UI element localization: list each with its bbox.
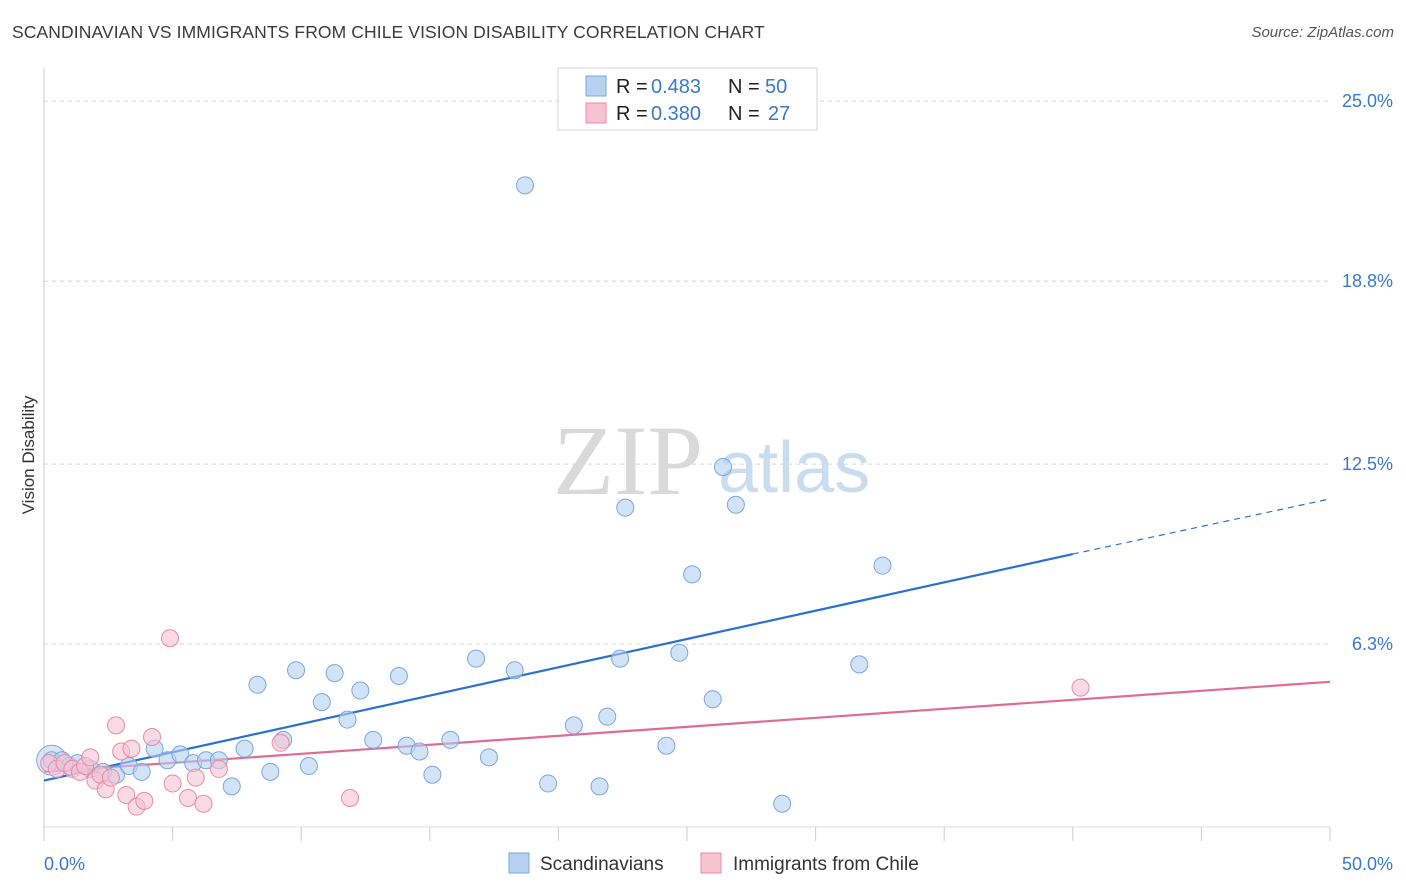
legend-box: R = 0.483 N = 50 R = 0.380 N = 27 [557,67,818,131]
y-tick-label-1: 12.5% [1342,454,1393,474]
trend-line-scandinavians [43,552,1074,782]
x-tick-label-0: 0.0% [44,854,85,874]
point-scandinavians-42 [657,736,676,755]
point-chile-13 [117,786,136,805]
point-scandinavians-32 [467,649,486,668]
chart-source: Source: ZipAtlas.com [1251,24,1394,41]
watermark-atlas: atlas [718,428,870,508]
point-scandinavians-29 [410,742,429,761]
bottom-legend: Scandinavians Immigrants from Chile [508,852,919,875]
y-axis-label: Vision Disability [19,395,38,514]
legend-swatch-pink [585,102,607,124]
point-chile-20 [179,788,198,807]
point-scandinavians-15 [222,777,241,796]
point-scandinavians-27 [389,667,408,686]
point-scandinavians-31 [441,730,460,749]
point-chile-11 [107,716,126,735]
point-chile-16 [135,791,154,810]
bottom-legend-label-scandinavians: Scandinavians [540,854,664,875]
point-scandinavians-25 [351,681,370,700]
point-scandinavians-49 [850,655,869,674]
point-chile-17 [143,727,162,746]
point-scandinavians-43 [670,643,689,662]
point-chile-24 [271,733,290,752]
bottom-legend-swatch-blue [508,852,530,874]
point-scandinavians-38 [590,777,609,796]
legend-r-value-2: 0.380 [651,103,701,125]
legend-r-label-2: R = [616,103,648,125]
point-scandinavians-30 [423,765,442,784]
point-scandinavians-34 [505,661,524,680]
point-scandinavians-36 [539,774,558,793]
point-scandinavians-46 [714,457,733,476]
point-chile-25 [341,788,360,807]
legend-r-value-1: 0.483 [651,76,701,98]
point-scandinavians-26 [364,730,383,749]
point-scandinavians-23 [325,664,344,683]
point-scandinavians-39 [598,707,617,726]
point-scandinavians-35 [515,176,534,195]
watermark-zip: ZIP [553,405,703,516]
chart-title: SCANDINAVIAN VS IMMIGRANTS FROM CHILE VI… [12,22,765,42]
point-scandinavians-44 [683,565,702,584]
point-scandinavians-11 [171,745,190,764]
point-scandinavians-16 [235,739,254,758]
x-tick-label-1: 50.0% [1342,854,1393,874]
point-chile-22 [194,794,213,813]
bottom-legend-label-chile: Immigrants from Chile [733,854,919,875]
point-chile-19 [163,774,182,793]
y-tick-label-3: 25.0% [1342,91,1393,111]
legend-n-value-2: 27 [768,103,790,125]
point-scandinavians-17 [248,675,267,694]
point-scandinavians-22 [312,693,331,712]
legend-n-label-2: N = [728,103,760,125]
legend-r-label-1: R = [616,76,648,98]
gridlines [44,100,1330,645]
trend-line-scandinavians-extension [1072,498,1331,555]
trend-line-chile [43,680,1331,773]
point-scandinavians-33 [479,748,498,767]
point-scandinavians-8 [132,762,151,781]
point-scandinavians-18 [261,762,280,781]
data-points [36,176,1090,816]
point-chile-6 [81,748,100,767]
point-scandinavians-47 [726,495,745,514]
point-chile-23 [209,759,228,778]
x-tick-labels: 0.0% 50.0% [44,854,1393,874]
point-scandinavians-40 [611,649,630,668]
point-scandinavians-50 [873,556,892,575]
legend-n-label-1: N = [728,76,760,98]
axes [43,68,1331,841]
point-scandinavians-24 [338,710,357,729]
point-chile-14 [122,739,141,758]
y-tick-label-2: 18.8% [1342,271,1393,291]
point-chile-21 [186,768,205,787]
bottom-legend-swatch-pink [700,852,722,874]
point-scandinavians-37 [564,716,583,735]
point-scandinavians-20 [287,661,306,680]
point-chile-26 [1071,678,1090,697]
point-scandinavians-41 [616,498,635,517]
point-chile-18 [161,629,180,648]
point-scandinavians-45 [703,690,722,709]
trend-lines [43,498,1331,782]
y-tick-labels: 6.3% 12.5% 18.8% 25.0% [1342,91,1393,654]
legend-swatch-blue [585,75,607,97]
y-tick-label-0: 6.3% [1352,634,1393,654]
legend-n-value-1: 50 [765,76,787,98]
point-scandinavians-21 [299,757,318,776]
watermark: ZIP atlas [553,405,870,516]
point-chile-10 [101,768,120,787]
point-scandinavians-48 [773,794,792,813]
